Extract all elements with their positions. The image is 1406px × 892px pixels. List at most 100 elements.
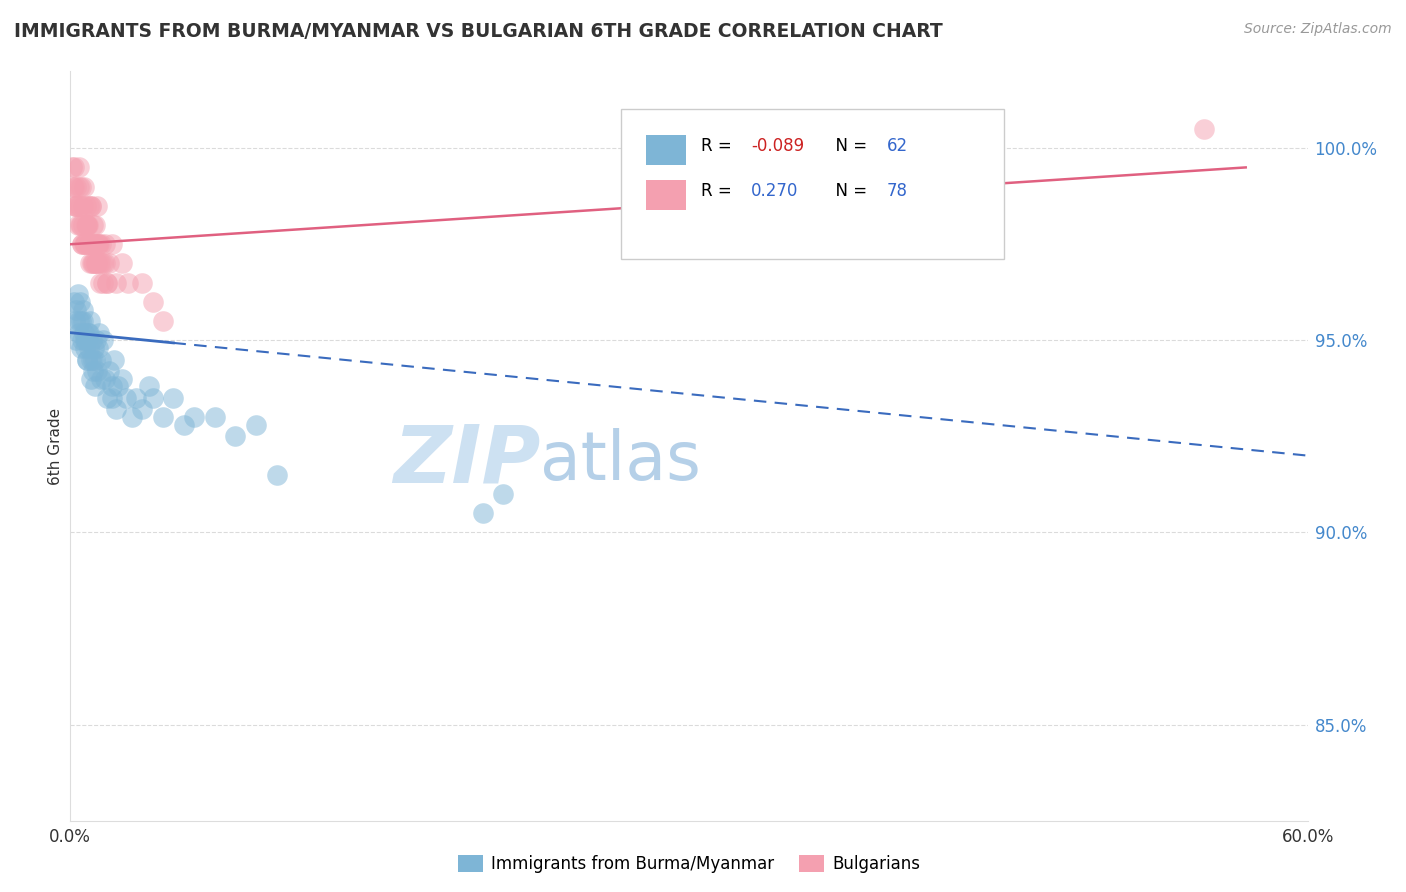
Point (245, 417, 267, 432)
Point (94, 256, 117, 270)
Point (90, 256, 112, 270)
Point (84, 218, 107, 232)
Text: IMMIGRANTS FROM BURMA/MYANMAR VS BULGARIAN 6TH GRADE CORRELATION CHART: IMMIGRANTS FROM BURMA/MYANMAR VS BULGARI… (14, 22, 943, 41)
Point (72, 218, 94, 232)
Point (492, 487, 515, 501)
Point (80, 256, 103, 270)
Point (82, 256, 104, 270)
Point (67, 326, 90, 340)
Point (76, 352, 98, 367)
Point (60, 161, 83, 175)
Point (104, 276, 127, 290)
Point (96, 276, 118, 290)
Point (77, 237, 100, 252)
Point (79, 314, 101, 328)
Point (471, 506, 494, 520)
Point (72, 314, 94, 328)
Point (121, 410, 143, 425)
Point (63, 179, 86, 194)
Point (131, 276, 153, 290)
Point (69, 179, 91, 194)
Text: -0.089: -0.089 (751, 137, 804, 155)
Point (69, 218, 91, 232)
Point (89, 237, 111, 252)
Point (69, 218, 91, 232)
Point (89, 276, 111, 290)
Text: N =: N = (825, 182, 872, 200)
Point (84, 379, 107, 393)
Point (65, 314, 87, 328)
Point (104, 402, 127, 417)
Point (89, 256, 111, 270)
Point (115, 391, 138, 405)
Point (266, 467, 288, 482)
Point (76, 326, 98, 340)
Point (100, 379, 122, 393)
Point (84, 256, 107, 270)
Point (80, 199, 103, 213)
Point (73, 334, 96, 348)
Point (80, 199, 103, 213)
Point (67, 179, 90, 194)
Point (67, 161, 90, 175)
Text: ZIP: ZIP (394, 422, 540, 500)
Point (75, 218, 97, 232)
Point (86, 256, 108, 270)
Point (62, 179, 84, 194)
Point (65, 302, 87, 317)
Point (86, 364, 108, 378)
Point (65, 199, 87, 213)
Point (72, 302, 94, 317)
Point (91, 276, 114, 290)
Text: atlas: atlas (540, 428, 702, 494)
Point (65, 199, 87, 213)
Point (76, 218, 98, 232)
Point (84, 334, 107, 348)
Point (90, 352, 112, 367)
Point (98, 256, 121, 270)
Point (80, 372, 103, 386)
Point (83, 256, 105, 270)
Point (96, 391, 118, 405)
Point (90, 372, 112, 386)
Point (79, 237, 101, 252)
Bar (645, 135, 686, 165)
Point (87, 341, 110, 355)
Point (94, 372, 117, 386)
Point (79, 256, 101, 270)
Point (76, 218, 98, 232)
Text: R =: R = (702, 182, 737, 200)
Point (65, 179, 87, 194)
Point (77, 341, 100, 355)
Point (73, 237, 96, 252)
Point (142, 391, 165, 405)
Point (87, 237, 110, 252)
Point (77, 326, 100, 340)
Point (98, 364, 121, 378)
Text: R =: R = (702, 137, 737, 155)
Point (63, 294, 86, 309)
Point (73, 237, 96, 252)
Point (142, 294, 165, 309)
Point (224, 429, 246, 443)
Point (111, 372, 134, 386)
Point (75, 199, 97, 213)
Point (131, 402, 153, 417)
Point (82, 218, 104, 232)
Point (66, 199, 89, 213)
Point (84, 256, 107, 270)
Point (73, 341, 96, 355)
Text: 78: 78 (887, 182, 908, 200)
Point (204, 410, 226, 425)
Point (73, 237, 96, 252)
Point (138, 379, 160, 393)
Text: N =: N = (825, 137, 872, 155)
Point (65, 199, 87, 213)
Point (86, 199, 108, 213)
Point (76, 352, 98, 367)
Text: 62: 62 (887, 137, 908, 155)
Point (67, 314, 90, 328)
Point (69, 341, 91, 355)
Point (100, 391, 122, 405)
Point (117, 276, 139, 290)
